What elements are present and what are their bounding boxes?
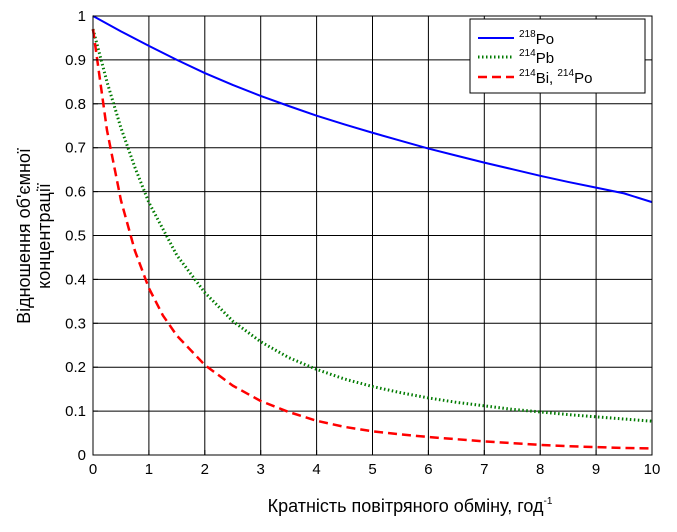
x-axis-label: Кратність повітряного обміну, год-1	[268, 496, 553, 516]
x-tick-label: 10	[644, 461, 661, 478]
series-layer	[91, 15, 653, 450]
legend-label-bi214-po214: 214Bi, 214Po	[519, 68, 592, 87]
x-tick-label: 6	[424, 461, 432, 478]
legend-label-pb214: 214Pb	[519, 48, 554, 67]
y-tick-label: 0.6	[65, 184, 86, 201]
y-tick-label: 0.9	[65, 52, 86, 69]
legend-entry-bi214-po214: 214Bi, 214Po	[478, 68, 592, 87]
y-tick-label: 1	[78, 8, 86, 25]
x-tick-label: 4	[312, 461, 320, 478]
series-line-po218	[92, 15, 653, 204]
x-tick-label: 1	[145, 461, 153, 478]
series-line-bi214-po214	[91, 28, 653, 450]
legend: 218Po 214Pb 214Bi, 214Po	[469, 18, 646, 94]
y-tick-label: 0	[78, 447, 86, 464]
y-axis-label-line2: концентрації	[34, 183, 54, 289]
y-tick-label: 0.1	[65, 403, 86, 420]
y-tick-label: 0.7	[65, 140, 86, 157]
tick-labels: 0 1 2 3 4 5 6 7 8 9 10 0 0.1 0.2 0.3 0.4 0.5 0.6 0.7 0.8 0.9…	[65, 8, 660, 478]
x-tick-label: 3	[257, 461, 265, 478]
grid	[93, 16, 652, 455]
y-tick-label: 0.3	[65, 315, 86, 332]
x-tick-label: 7	[480, 461, 488, 478]
legend-label-po218: 218Po	[519, 29, 554, 48]
x-tick-label: 2	[201, 461, 209, 478]
legend-entry-pb214: 214Pb	[478, 48, 554, 67]
y-tick-label: 0.2	[65, 359, 86, 376]
legend-box	[469, 18, 646, 94]
y-tick-label: 0.4	[65, 271, 86, 288]
ticks	[92, 15, 653, 456]
x-tick-label: 9	[592, 461, 600, 478]
y-axis-label: Відношення об'ємної концентрації	[14, 148, 54, 324]
x-tick-label: 0	[89, 461, 97, 478]
legend-entry-po218: 218Po	[478, 29, 554, 48]
x-tick-label: 8	[536, 461, 544, 478]
y-axis-label-line1: Відношення об'ємної	[14, 148, 34, 324]
x-tick-label: 5	[368, 461, 376, 478]
y-tick-label: 0.5	[65, 228, 86, 245]
y-tick-label: 0.8	[65, 96, 86, 113]
